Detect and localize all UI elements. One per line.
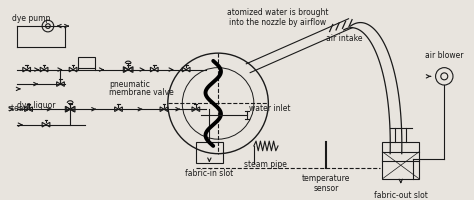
Text: steam: steam	[7, 103, 31, 112]
Text: atomized water is brought
into the nozzle by airflow: atomized water is brought into the nozzl…	[227, 8, 329, 27]
Text: temperature
sensor: temperature sensor	[302, 173, 351, 192]
Text: water inlet: water inlet	[249, 104, 291, 113]
Text: dye pump: dye pump	[12, 13, 51, 22]
Text: air intake: air intake	[326, 34, 363, 43]
Text: fabric-in slot: fabric-in slot	[185, 168, 234, 177]
Text: membrane valve: membrane valve	[109, 88, 173, 96]
Text: fabric-out slot: fabric-out slot	[374, 190, 428, 199]
Text: pneumatic: pneumatic	[109, 80, 150, 89]
Bar	[196, 142, 223, 164]
Bar	[383, 142, 419, 179]
Text: steam pipe: steam pipe	[244, 160, 287, 169]
Text: dye liquor: dye liquor	[17, 100, 55, 109]
Text: air blower: air blower	[425, 51, 464, 60]
Bar	[78, 58, 95, 68]
